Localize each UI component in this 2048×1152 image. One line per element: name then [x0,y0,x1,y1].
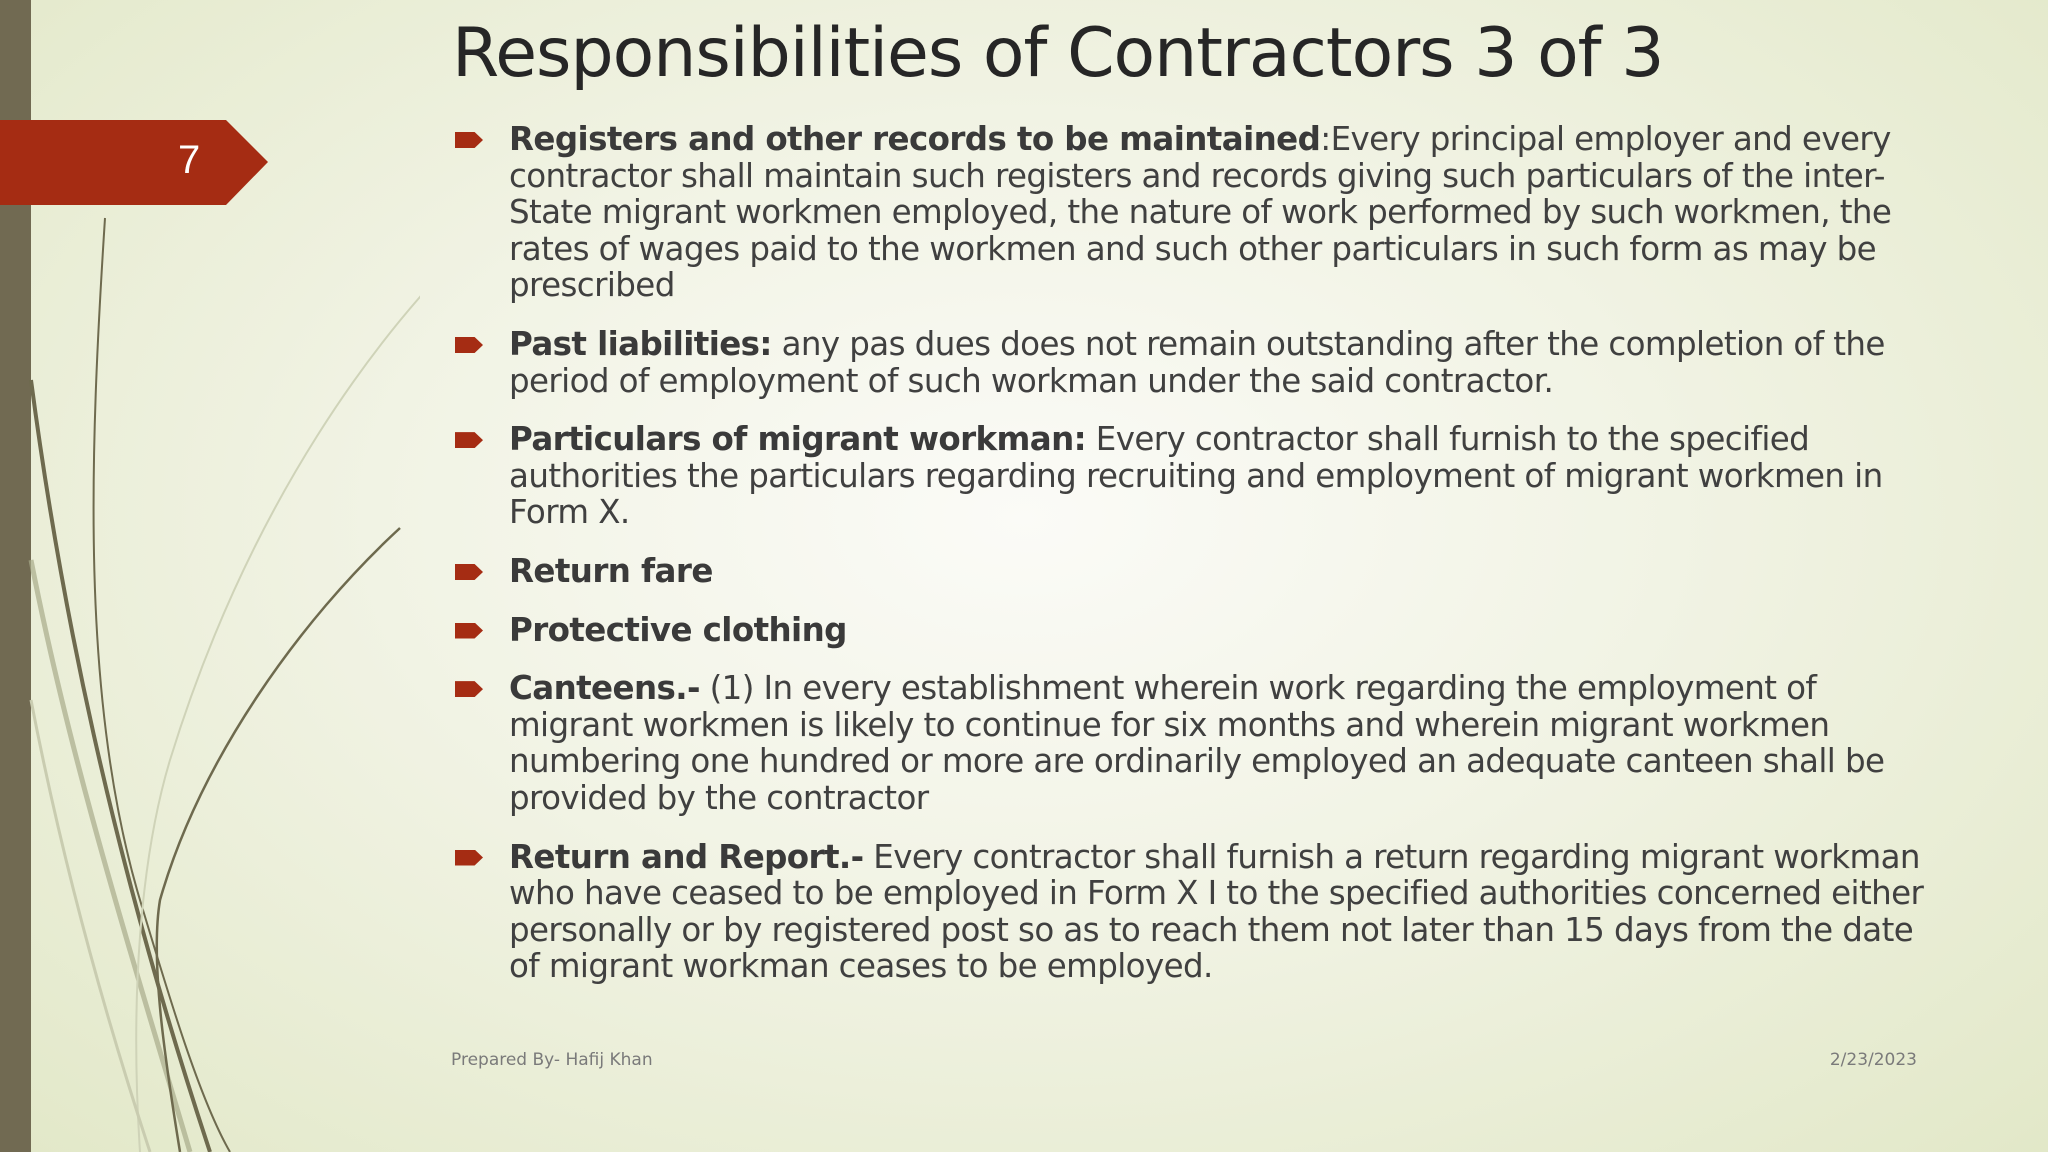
bullet-text: any pas dues does not remain outstanding… [509,324,1885,400]
arrow-bullet-icon [455,849,483,866]
bullet-text: Every contractor shall furnish a return … [509,837,1924,986]
bullet-list: Registers and other records to be mainta… [455,121,1925,1007]
slide-number: 7 [178,138,201,182]
arrow-bullet-icon [455,622,483,639]
arrow-bullet-icon [455,432,483,449]
bullet-item: Particulars of migrant workman: Every co… [455,421,1925,531]
bullet-label: Return fare [509,551,713,590]
arrow-bullet-icon [455,563,483,580]
bullet-item: Past liabilities: any pas dues does not … [455,326,1925,399]
slide-title: Responsibilities of Contractors 3 of 3 [452,14,1664,93]
bullet-item: Registers and other records to be mainta… [455,121,1925,304]
footer-date: 2/23/2023 [1829,1050,1917,1070]
bullet-label: Canteens.- [509,669,700,708]
footer-author: Prepared By- Hafij Khan [451,1050,653,1070]
bullet-label: Return and Report.- [509,837,864,876]
slide-number-tag: 7 [0,120,268,205]
bullet-text: :Every principal employer and every cont… [509,120,1892,305]
bullet-label: Registers and other records to be mainta… [509,120,1321,158]
bullet-item: Return fare [455,553,1925,590]
bullet-label: Past liabilities: [509,324,772,363]
arrow-bullet-icon [455,681,483,698]
arrow-bullet-icon [455,336,483,353]
bullet-item: Canteens.- (1) In every establishment wh… [455,670,1925,816]
bullet-label: Protective clothing [509,610,847,649]
bullet-item: Return and Report.- Every contractor sha… [455,837,1925,986]
bullet-text: (1) In every establishment wherein work … [509,669,1885,817]
decorative-curves [28,217,420,1152]
arrow-bullet-icon [455,132,483,148]
bullet-text: Every contractor shall furnish to the sp… [509,420,1883,532]
bullet-label: Particulars of migrant workman: [509,420,1087,459]
bullet-item: Protective clothing [455,610,1925,649]
